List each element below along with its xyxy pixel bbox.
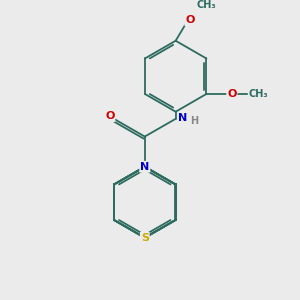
Text: S: S [141,233,149,243]
Text: N: N [178,113,187,123]
Text: O: O [227,89,237,99]
Text: O: O [185,15,195,26]
Text: H: H [190,116,198,126]
Text: N: N [140,162,149,172]
Text: CH₃: CH₃ [249,89,268,99]
Text: O: O [105,111,114,121]
Text: CH₃: CH₃ [196,0,216,10]
